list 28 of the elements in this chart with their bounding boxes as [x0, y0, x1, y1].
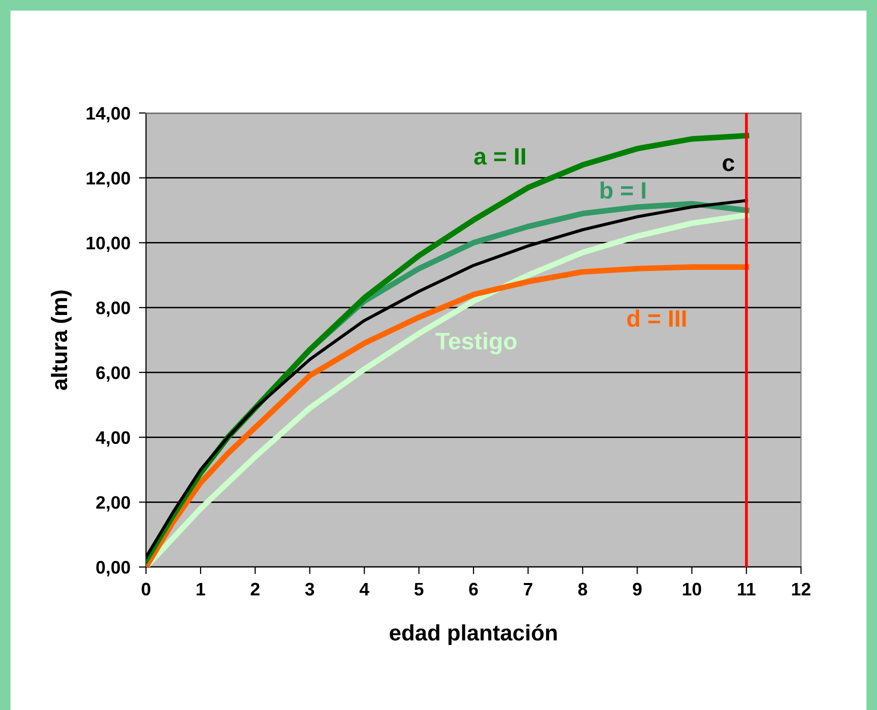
x-tick-label: 8 — [578, 582, 588, 596]
series-label: a = II — [474, 148, 526, 165]
y-tick-label: 4,00 — [96, 431, 130, 447]
series-label: b = I — [600, 181, 646, 199]
y-axis-title: altura (m) — [50, 290, 72, 390]
y-tick-label: 14,00 — [86, 106, 130, 122]
x-tick-label: 7 — [524, 582, 532, 596]
y-tick-label: 8,00 — [96, 302, 130, 317]
series-label: Testigo — [436, 332, 517, 354]
y-tick-label: 2,00 — [96, 496, 130, 512]
series-label: d = III — [627, 310, 686, 327]
x-tick-label: 3 — [305, 582, 314, 596]
x-tick-label: 12 — [792, 582, 810, 596]
x-tick-label: 2 — [250, 582, 260, 596]
y-tick-label: 12,00 — [86, 172, 130, 188]
x-tick-label: 9 — [632, 582, 642, 596]
x-tick-label: 1 — [196, 582, 206, 596]
y-tick-label: 10,00 — [86, 236, 130, 252]
x-axis-title: edad plantación — [390, 624, 557, 646]
series-label: c — [722, 158, 734, 172]
y-tick-label: 0,00 — [96, 560, 130, 576]
x-tick-label: 0 — [142, 582, 150, 596]
y-tick-label: 6,00 — [96, 366, 130, 382]
x-tick-label: 6 — [469, 582, 478, 596]
x-tick-label: 4 — [360, 582, 370, 596]
x-tick-label: 5 — [414, 582, 424, 596]
x-tick-label: 10 — [682, 582, 702, 596]
x-tick-label: 11 — [738, 582, 756, 596]
